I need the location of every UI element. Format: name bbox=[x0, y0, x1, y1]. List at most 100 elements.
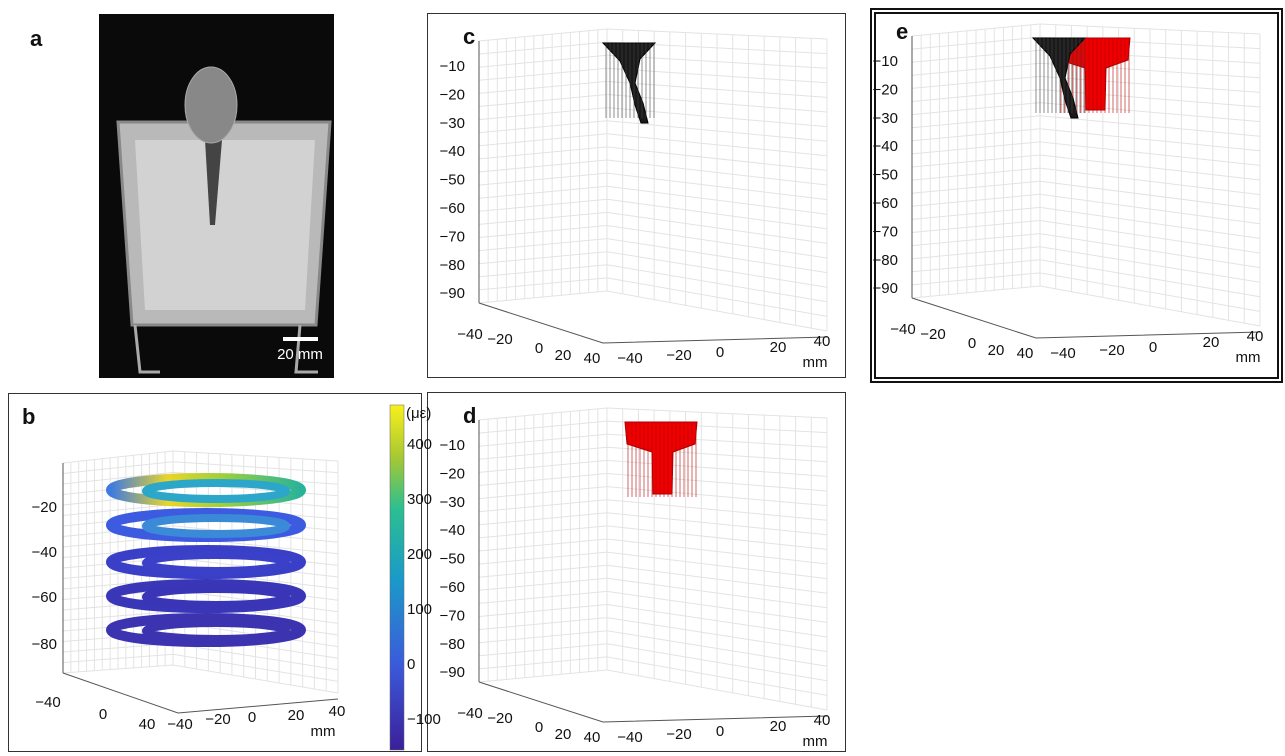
tick-label: −70 bbox=[873, 223, 898, 240]
gauge-ring-inner bbox=[146, 589, 286, 605]
tick-label: 40 bbox=[584, 729, 601, 746]
tick-label: 40 bbox=[584, 350, 601, 367]
tick-label: −20 bbox=[440, 465, 465, 482]
tick-label: −60 bbox=[873, 195, 898, 212]
grid-line bbox=[479, 252, 827, 288]
grid-line bbox=[63, 451, 338, 463]
grid-line bbox=[479, 68, 827, 83]
grid-line bbox=[912, 286, 1260, 326]
tick-label: −40 bbox=[440, 522, 465, 539]
grid-line bbox=[479, 291, 827, 331]
grid-line bbox=[479, 239, 827, 273]
tick-label: 100 bbox=[407, 601, 432, 618]
tick-label: −90 bbox=[873, 280, 898, 297]
tick-label: −70 bbox=[440, 228, 465, 245]
tick-label: 20 bbox=[988, 342, 1005, 359]
tick-label: −80 bbox=[440, 257, 465, 274]
grid-line bbox=[479, 513, 827, 535]
grid-line bbox=[63, 665, 338, 693]
grid-line bbox=[63, 462, 338, 474]
tick-label: −70 bbox=[440, 607, 465, 624]
grid-line bbox=[479, 199, 827, 229]
grid-line bbox=[912, 24, 1260, 36]
tick-label: 200 bbox=[407, 546, 432, 563]
grid-line bbox=[479, 265, 827, 302]
tick-label: −20 bbox=[1099, 342, 1124, 359]
axis-line bbox=[479, 682, 827, 722]
grid-line bbox=[479, 134, 827, 156]
tick-label: −50 bbox=[440, 172, 465, 189]
tick-label: −40 bbox=[167, 716, 192, 733]
tick-label: −50 bbox=[873, 167, 898, 184]
axis-unit: mm bbox=[803, 354, 828, 371]
tick-label: −40 bbox=[35, 694, 60, 711]
axis-unit: mm bbox=[1236, 349, 1261, 366]
tick-label: 40 bbox=[814, 712, 831, 729]
axis-line bbox=[479, 303, 827, 343]
tick-label: −80 bbox=[32, 636, 57, 653]
tick-label: 0 bbox=[248, 709, 256, 726]
tick-label: −40 bbox=[617, 350, 642, 367]
tick-label: 300 bbox=[407, 491, 432, 508]
tick-label: −90 bbox=[440, 285, 465, 302]
panel-e: e−10−20−30−40−50−60−70−80−90−40−2002040−… bbox=[873, 19, 1264, 366]
tick-label: 40 bbox=[329, 703, 346, 720]
tick-label: 20 bbox=[1203, 334, 1220, 351]
grid-line bbox=[479, 212, 827, 243]
tick-label: −40 bbox=[617, 729, 642, 746]
grid-line bbox=[479, 173, 827, 200]
axis-unit: mm bbox=[803, 733, 828, 750]
tick-label: −60 bbox=[440, 200, 465, 217]
tick-label: −40 bbox=[32, 544, 57, 561]
grid-line bbox=[912, 207, 1260, 238]
soil bbox=[135, 140, 315, 310]
tick-label: 0 bbox=[99, 706, 107, 723]
gauge-ring-inner bbox=[146, 623, 286, 639]
grid-line bbox=[912, 129, 1260, 151]
tick-label: −40 bbox=[457, 326, 482, 343]
tick-label: −20 bbox=[873, 81, 898, 98]
grid-line bbox=[912, 260, 1260, 297]
grid-line bbox=[479, 591, 827, 622]
tick-label: −10 bbox=[440, 437, 465, 454]
grid-line bbox=[479, 226, 827, 259]
grid-line bbox=[479, 552, 827, 579]
panel-label: b bbox=[22, 404, 35, 429]
tick-label: −40 bbox=[1050, 345, 1075, 362]
grid-line bbox=[479, 95, 827, 113]
grid-line bbox=[479, 278, 827, 317]
tick-label: 0 bbox=[1149, 339, 1157, 356]
panel-a: a 20 mm bbox=[30, 14, 334, 378]
tick-label: 20 bbox=[555, 726, 572, 743]
grid-line bbox=[912, 247, 1260, 283]
scale-bar-label: 20 mm bbox=[277, 346, 323, 363]
grid-line bbox=[912, 221, 1260, 254]
panel-label: d bbox=[463, 403, 476, 428]
sphere bbox=[185, 67, 237, 143]
tick-label: −60 bbox=[440, 579, 465, 596]
tick-label: 0 bbox=[407, 656, 415, 673]
tick-label: −10 bbox=[440, 58, 465, 75]
tick-label: −20 bbox=[487, 331, 512, 348]
colorbar bbox=[390, 405, 404, 750]
tick-label: −30 bbox=[440, 115, 465, 132]
tick-label: −90 bbox=[440, 664, 465, 681]
grid-line bbox=[912, 181, 1260, 209]
grid-line bbox=[63, 654, 338, 681]
tick-label: −20 bbox=[205, 711, 230, 728]
tick-label: 400 bbox=[407, 436, 432, 453]
grid-line bbox=[479, 160, 827, 185]
tick-label: 0 bbox=[716, 723, 724, 740]
grid-line bbox=[479, 605, 827, 638]
grid-line bbox=[479, 644, 827, 681]
tick-label: −40 bbox=[890, 321, 915, 338]
panel-label: c bbox=[463, 24, 475, 49]
grid-line bbox=[479, 618, 827, 652]
grid-line bbox=[479, 108, 827, 127]
colorbar-label: (με) bbox=[406, 405, 431, 422]
grid-line bbox=[479, 186, 827, 214]
tick-label: 0 bbox=[535, 719, 543, 736]
